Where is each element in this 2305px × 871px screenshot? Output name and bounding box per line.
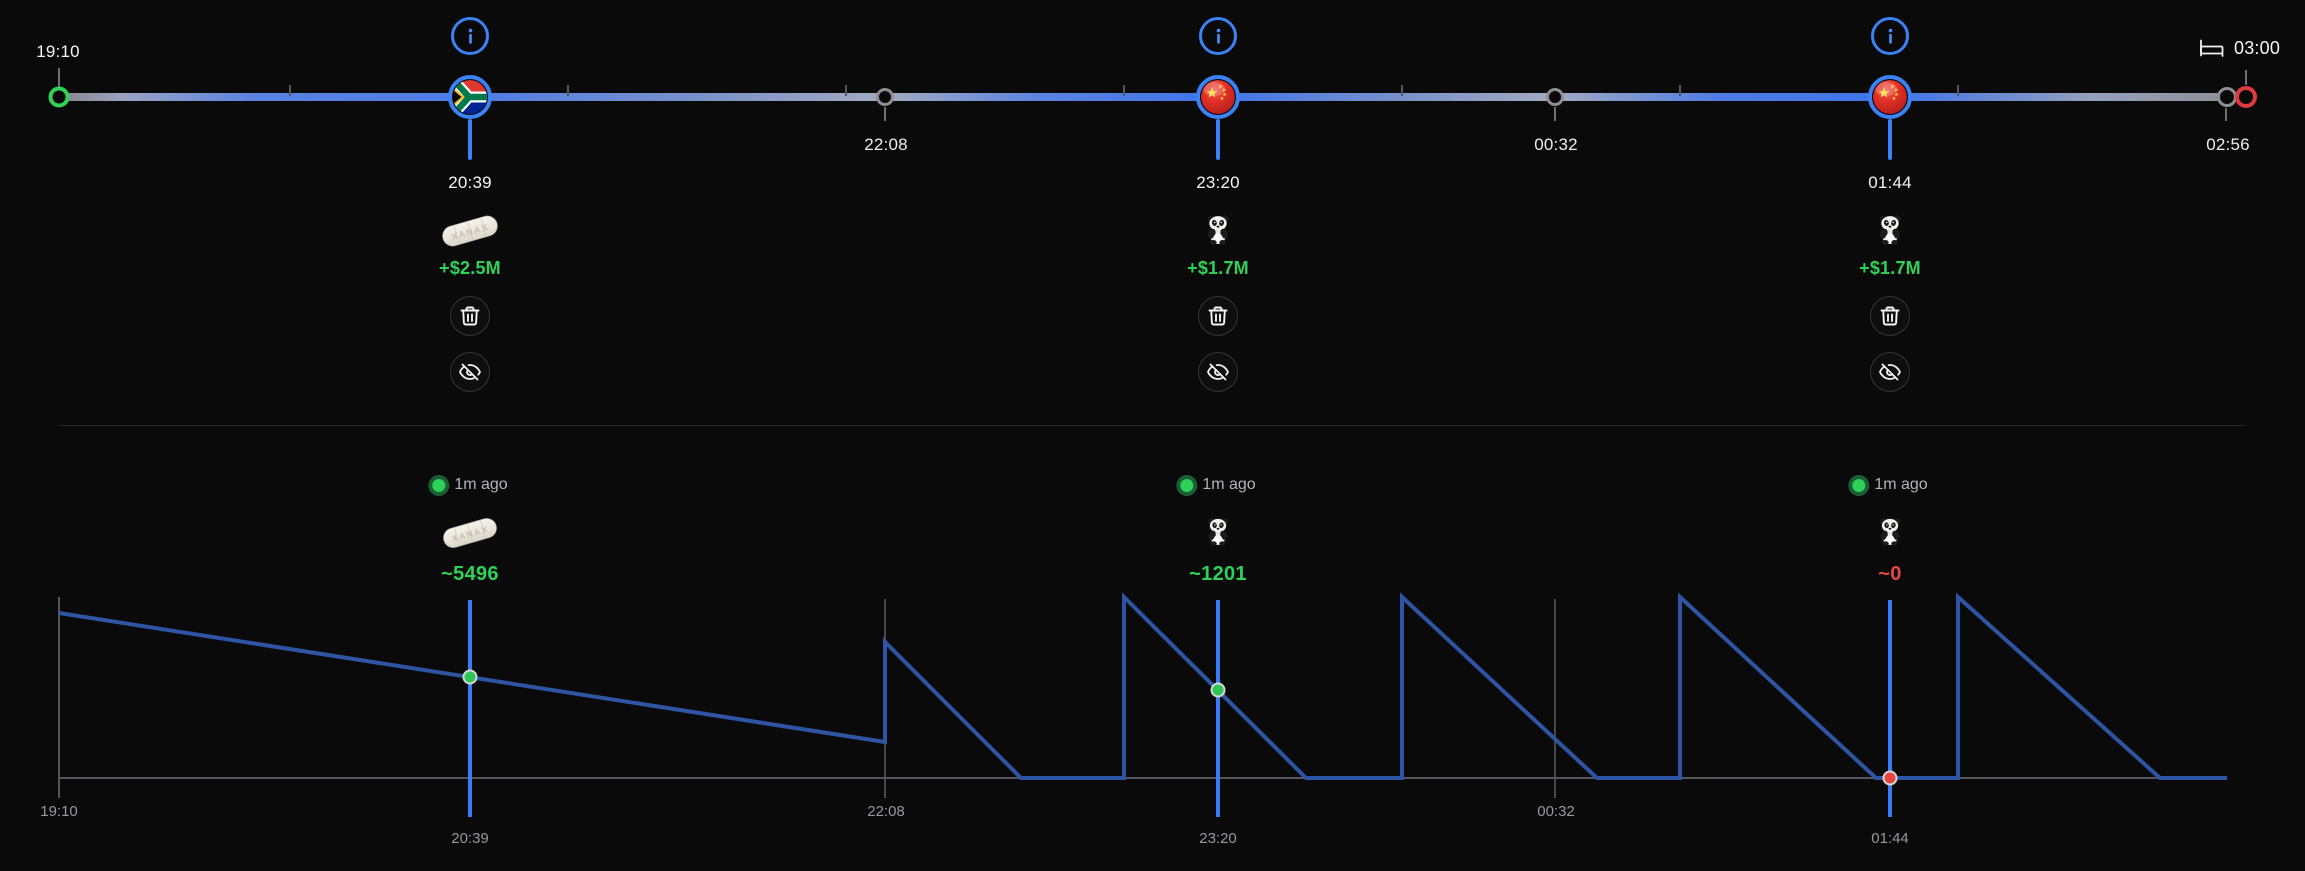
end-tick — [2245, 70, 2247, 85]
info-icon — [1887, 27, 1893, 44]
event-amount: +$1.7M — [1859, 258, 1921, 278]
info-button[interactable] — [1871, 17, 1909, 55]
info-icon — [467, 27, 473, 44]
axis-tick-label: 00:32 — [1537, 803, 1575, 820]
stock-value: ~0 — [1878, 563, 1902, 585]
last-update-row: 1m ago — [1180, 476, 1256, 494]
stop-tick — [1554, 107, 1556, 121]
sawtooth-series — [58, 592, 2227, 780]
event-tick — [468, 119, 472, 160]
south-africa-flag-icon — [453, 80, 487, 114]
online-dot — [1852, 478, 1866, 492]
axis-tick-label: 19:10 — [40, 803, 78, 820]
online-dot — [432, 478, 446, 492]
last-update-row: 1m ago — [432, 476, 508, 494]
timeline-stop-time: 02:56 — [2206, 135, 2250, 154]
event-tick — [1216, 119, 1220, 160]
south-africa-flag-marker[interactable] — [448, 75, 492, 119]
xanax-pill-icon — [438, 212, 502, 250]
last-update-row: 1m ago — [1852, 476, 1928, 494]
china-flag-marker[interactable] — [1196, 75, 1240, 119]
last-update-text: 1m ago — [454, 476, 508, 493]
marker-dot — [1210, 682, 1226, 698]
last-update-text: 1m ago — [1202, 476, 1256, 493]
china-flag-icon — [1201, 80, 1235, 114]
hide-button[interactable] — [450, 352, 490, 392]
hour-tick — [1957, 85, 1959, 96]
hour-tick — [1401, 85, 1403, 96]
timeline-stop-node[interactable] — [1546, 88, 1564, 106]
panda-icon — [1874, 212, 1907, 245]
eye-off-icon — [459, 363, 481, 381]
panda-icon — [1203, 515, 1234, 546]
timeline-end-group: 03:00 — [2199, 38, 2280, 59]
marker-tick-label: 20:39 — [451, 830, 489, 847]
timeline-end-time: 03:00 — [2234, 38, 2281, 58]
event-time: 20:39 — [448, 173, 492, 192]
delete-button[interactable] — [1198, 296, 1238, 336]
china-flag-marker[interactable] — [1868, 75, 1912, 119]
marker-dot — [1882, 770, 1898, 786]
timeline-stop-time: 00:32 — [1534, 135, 1578, 154]
delete-button[interactable] — [450, 296, 490, 336]
timeline-start-node[interactable] — [48, 86, 70, 108]
axis-tick-label: 22:08 — [867, 803, 905, 820]
trash-icon — [1880, 306, 1900, 326]
online-dot — [1180, 478, 1194, 492]
eye-off-icon — [1207, 363, 1229, 381]
timeline-end-node[interactable] — [2235, 86, 2257, 108]
timeline-start-time: 19:10 — [36, 42, 80, 61]
start-tick — [58, 68, 60, 87]
stop-tick — [884, 107, 886, 121]
timeline-track[interactable] — [59, 93, 2245, 101]
event-time: 23:20 — [1196, 173, 1240, 192]
hour-tick — [1679, 85, 1681, 96]
info-button[interactable] — [1199, 17, 1237, 55]
event-amount: +$2.5M — [439, 258, 501, 278]
timeline-stop-time: 22:08 — [864, 135, 908, 154]
event-tick — [1888, 119, 1892, 160]
marker-tick-label: 23:20 — [1199, 830, 1237, 847]
hour-tick — [289, 85, 291, 96]
xanax-pill-icon — [439, 515, 501, 551]
last-update-text: 1m ago — [1874, 476, 1928, 493]
section-divider — [59, 425, 2245, 426]
timeline-stop-node[interactable] — [876, 88, 894, 106]
trash-icon — [1208, 306, 1228, 326]
panda-icon — [1875, 515, 1906, 546]
hour-tick — [1123, 85, 1125, 96]
hide-button[interactable] — [1198, 352, 1238, 392]
info-button[interactable] — [451, 17, 489, 55]
marker-tick-label: 01:44 — [1871, 830, 1909, 847]
eye-off-icon — [1879, 363, 1901, 381]
stop-tick — [2225, 108, 2227, 121]
delete-button[interactable] — [1870, 296, 1910, 336]
panda-icon — [1202, 212, 1235, 245]
event-amount: +$1.7M — [1187, 258, 1249, 278]
info-icon — [1215, 27, 1221, 44]
stock-value: ~1201 — [1189, 563, 1247, 585]
hide-button[interactable] — [1870, 352, 1910, 392]
timeline-stop-node[interactable] — [2217, 87, 2237, 107]
china-flag-icon — [1873, 80, 1907, 114]
trash-icon — [460, 306, 480, 326]
hour-tick — [567, 85, 569, 96]
event-time: 01:44 — [1868, 173, 1912, 192]
bed-icon — [2200, 39, 2224, 57]
stock-value: ~5496 — [441, 563, 499, 585]
marker-dot — [462, 669, 478, 685]
hour-tick — [845, 85, 847, 96]
